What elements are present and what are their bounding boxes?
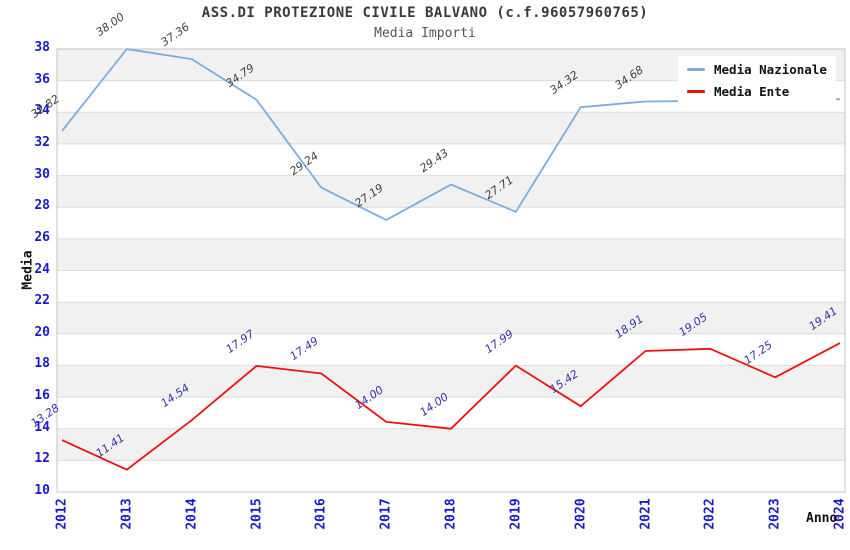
x-tick-label: 2015 bbox=[249, 498, 264, 530]
legend-label-media-ente: Media Ente bbox=[714, 84, 790, 99]
plot-border bbox=[56, 48, 846, 493]
grid-band bbox=[57, 238, 845, 271]
legend: Media Nazionale Media Ente bbox=[678, 56, 836, 105]
y-tick-label: 24 bbox=[34, 261, 50, 277]
grid-band bbox=[57, 302, 845, 334]
x-tick-label: 2019 bbox=[508, 498, 524, 530]
y-tick-label: 20 bbox=[34, 324, 50, 340]
y-tick-label: 38 bbox=[34, 40, 50, 55]
y-axis-title: Media bbox=[20, 250, 36, 290]
grid-band bbox=[57, 365, 845, 398]
y-tick-label: 36 bbox=[34, 71, 50, 87]
y-tick-label: 34 bbox=[34, 103, 50, 119]
legend-item-media-ente: Media Ente bbox=[687, 84, 827, 99]
y-tick-label: 10 bbox=[34, 483, 50, 498]
y-tick-label: 14 bbox=[34, 419, 50, 435]
x-tick-label: 2017 bbox=[378, 498, 394, 530]
grid-band bbox=[57, 112, 845, 144]
x-tick-label: 2023 bbox=[767, 498, 783, 530]
chart-subtitle: Media Importi bbox=[374, 26, 476, 41]
x-axis-title: Anno bbox=[806, 511, 838, 526]
media-nazionale-line-icon bbox=[687, 68, 705, 71]
x-tick-label: 2020 bbox=[573, 498, 589, 530]
y-tick-label: 26 bbox=[34, 229, 50, 245]
x-tick-label: 2012 bbox=[54, 498, 70, 530]
y-tick-label: 22 bbox=[34, 293, 50, 309]
x-tick-label: 2022 bbox=[702, 498, 718, 530]
grid-band bbox=[57, 428, 845, 461]
y-tick-label: 18 bbox=[34, 356, 50, 372]
legend-item-media-nazionale: Media Nazionale bbox=[687, 62, 827, 77]
series-line-1 bbox=[61, 342, 841, 471]
y-tick-label: 12 bbox=[34, 451, 50, 467]
legend-label-media-nazionale: Media Nazionale bbox=[714, 62, 827, 77]
chart-title: ASS.DI PROTEZIONE CIVILE BALVANO (c.f.96… bbox=[201, 5, 649, 21]
x-tick-label: 2018 bbox=[443, 498, 459, 530]
y-tick-label: 32 bbox=[34, 134, 50, 150]
x-tick-label: 2013 bbox=[119, 498, 135, 530]
x-tick-label: 2016 bbox=[313, 498, 329, 530]
y-tick-label: 28 bbox=[34, 198, 50, 214]
y-tick-label: 16 bbox=[34, 388, 50, 404]
x-tick-label: 2014 bbox=[184, 498, 200, 530]
y-tick-label: 30 bbox=[34, 166, 50, 182]
grid-band bbox=[57, 175, 845, 208]
media-ente-line-icon bbox=[687, 90, 705, 93]
x-tick-label: 2021 bbox=[638, 498, 653, 530]
